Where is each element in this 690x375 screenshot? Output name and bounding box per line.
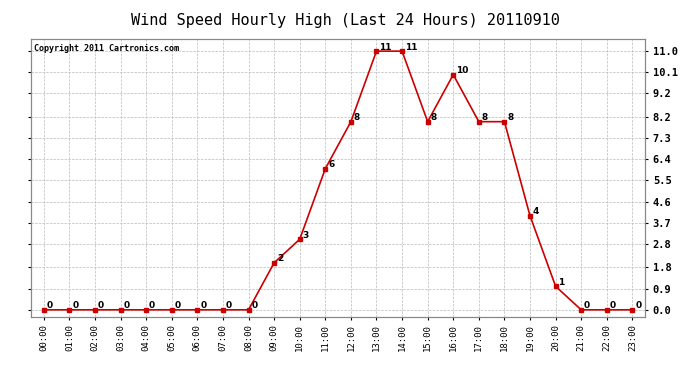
- Text: 8: 8: [507, 113, 513, 122]
- Text: 10: 10: [456, 66, 469, 75]
- Text: 0: 0: [98, 302, 104, 310]
- Text: 0: 0: [226, 302, 232, 310]
- Text: 11: 11: [405, 43, 417, 52]
- Text: 1: 1: [558, 278, 564, 287]
- Text: 0: 0: [609, 302, 615, 310]
- Text: 2: 2: [277, 254, 283, 263]
- Text: 0: 0: [175, 302, 181, 310]
- Text: 0: 0: [47, 302, 52, 310]
- Text: 11: 11: [380, 43, 392, 52]
- Text: 8: 8: [482, 113, 488, 122]
- Text: Copyright 2011 Cartronics.com: Copyright 2011 Cartronics.com: [34, 44, 179, 52]
- Text: 0: 0: [584, 302, 590, 310]
- Text: 6: 6: [328, 160, 335, 170]
- Text: 0: 0: [124, 302, 130, 310]
- Text: 4: 4: [533, 207, 539, 216]
- Text: 0: 0: [251, 302, 257, 310]
- Text: 8: 8: [354, 113, 360, 122]
- Text: 0: 0: [200, 302, 206, 310]
- Text: 0: 0: [635, 302, 641, 310]
- Text: 8: 8: [431, 113, 437, 122]
- Text: Wind Speed Hourly High (Last 24 Hours) 20110910: Wind Speed Hourly High (Last 24 Hours) 2…: [130, 13, 560, 28]
- Text: 0: 0: [149, 302, 155, 310]
- Text: 3: 3: [302, 231, 308, 240]
- Text: 0: 0: [72, 302, 79, 310]
